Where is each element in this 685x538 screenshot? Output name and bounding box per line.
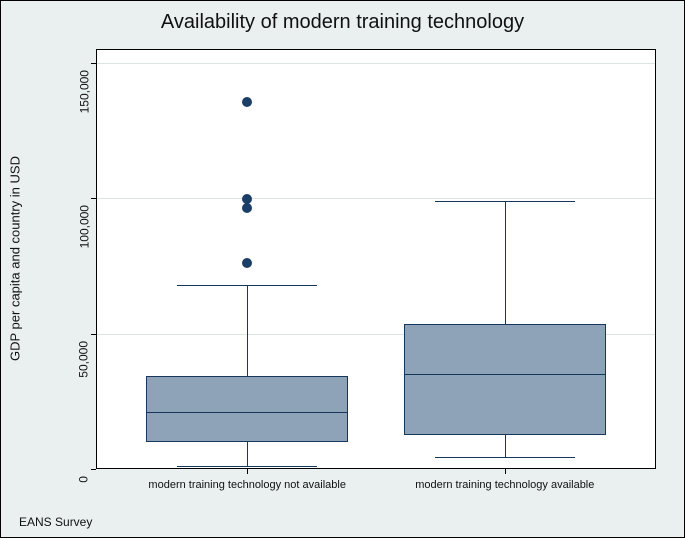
outlier-point bbox=[242, 97, 252, 107]
y-tick bbox=[91, 334, 96, 335]
y-tick bbox=[91, 469, 96, 470]
y-tick-label: 50,000 bbox=[77, 341, 91, 378]
chart-title: Availability of modern training technolo… bbox=[1, 11, 684, 34]
whisker-lower bbox=[247, 442, 248, 466]
whisker-upper bbox=[247, 285, 248, 376]
boxplot-box bbox=[146, 376, 348, 442]
x-tick bbox=[505, 469, 506, 474]
boxplot-box bbox=[404, 324, 606, 435]
y-tick-label: 150,000 bbox=[77, 70, 91, 113]
x-tick bbox=[247, 469, 248, 474]
boxplot-median bbox=[146, 412, 348, 413]
y-axis-label: GDP per capita and country in USD bbox=[8, 109, 23, 409]
outlier-point bbox=[242, 258, 252, 268]
whisker-cap-lower bbox=[435, 457, 575, 458]
boxplot-median bbox=[404, 374, 606, 375]
outlier-point bbox=[242, 194, 252, 204]
y-tick bbox=[91, 198, 96, 199]
chart-footer: EANS Survey bbox=[19, 515, 92, 529]
whisker-upper bbox=[505, 201, 506, 324]
y-tick bbox=[91, 63, 96, 64]
gridline bbox=[97, 198, 655, 199]
gridline bbox=[97, 63, 655, 64]
whisker-cap-upper bbox=[435, 201, 575, 202]
y-tick-label: 0 bbox=[77, 476, 91, 483]
whisker-lower bbox=[505, 435, 506, 457]
x-tick-label: modern training technology not available bbox=[117, 479, 377, 491]
chart-outer-frame: Availability of modern training technolo… bbox=[0, 0, 685, 538]
x-tick-label: modern training technology available bbox=[375, 479, 635, 491]
whisker-cap-upper bbox=[177, 285, 317, 286]
y-tick-label: 100,000 bbox=[77, 205, 91, 248]
whisker-cap-lower bbox=[177, 466, 317, 467]
